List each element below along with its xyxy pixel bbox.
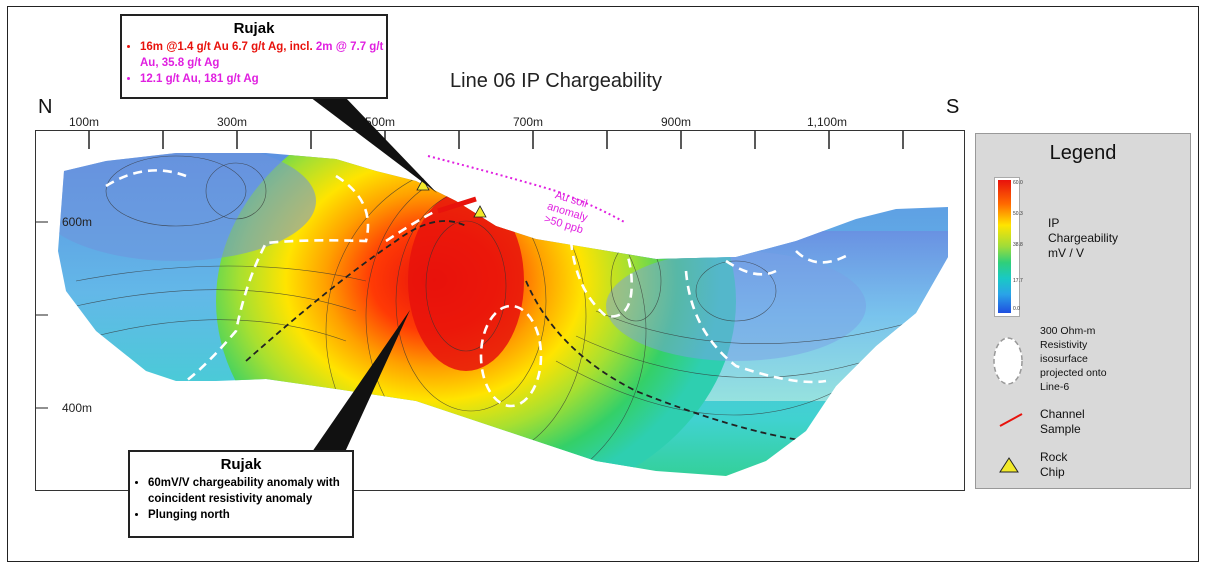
colorbar-tick: 50.3 <box>1013 211 1023 217</box>
chargeability-section <box>36 131 948 476</box>
colorbar-tick: 60.0 <box>1013 180 1023 186</box>
x-tick-label: 1,100m <box>806 115 848 129</box>
figure-frame <box>7 6 1199 562</box>
callout-bottom: Rujak 60mV/V chargeability anomaly with … <box>128 450 354 538</box>
legend-resistivity-label: 300 Ohm-m Resistivity isosurface project… <box>1040 325 1107 393</box>
callout-bottom-bullet-2: Plunging north <box>148 507 352 523</box>
colorbar-gradient <box>998 180 1011 313</box>
colorbar-tick: 17.7 <box>1013 278 1023 284</box>
colorbar-tick: 0.0 <box>1013 306 1020 312</box>
channel-sample-symbol <box>999 413 1023 427</box>
callout-bottom-bullet-1: 60mV/V chargeability anomaly with coinci… <box>148 475 352 507</box>
resistivity-symbol <box>993 337 1023 385</box>
callout-top: Rujak 16m @1.4 g/t Au 6.7 g/t Ag, incl. … <box>120 14 388 99</box>
callout-top-bullet-1: 16m @1.4 g/t Au 6.7 g/t Ag, incl. 2m @ 7… <box>140 39 386 71</box>
colorbar-tick: 38.8 <box>1013 242 1023 248</box>
x-tick-label: 300m <box>216 115 248 129</box>
rock-chip-symbol <box>999 457 1019 473</box>
callout-top-title: Rujak <box>233 20 275 37</box>
legend-channel-label: Channel Sample <box>1040 407 1085 436</box>
figure-title: Line 06 IP Chargeability <box>450 70 662 92</box>
legend-title: Legend <box>1049 142 1117 164</box>
colorbar: 60.0 50.3 38.8 17.7 0.0 <box>994 177 1023 317</box>
x-tick-label: 900m <box>660 115 692 129</box>
legend-panel: Legend 60.0 50.3 38.8 17.7 0.0 IP Charge… <box>975 133 1191 489</box>
y-tick-label: 600m <box>62 215 93 229</box>
legend-rock-label: Rock Chip <box>1040 450 1068 479</box>
section-plot <box>35 130 965 491</box>
x-tick-label: 100m <box>68 115 100 129</box>
y-tick-label: 400m <box>62 401 93 415</box>
legend-ip-label: IP Chargeability mV / V <box>1048 216 1119 260</box>
south-label: S <box>946 96 960 118</box>
x-tick-label: 700m <box>512 115 544 129</box>
callout-bottom-title: Rujak <box>220 456 262 473</box>
north-label: N <box>38 96 53 118</box>
callout-top-bullet-2: 12.1 g/t Au, 181 g/t Ag <box>140 71 386 87</box>
x-tick-label: 500m <box>364 115 396 129</box>
